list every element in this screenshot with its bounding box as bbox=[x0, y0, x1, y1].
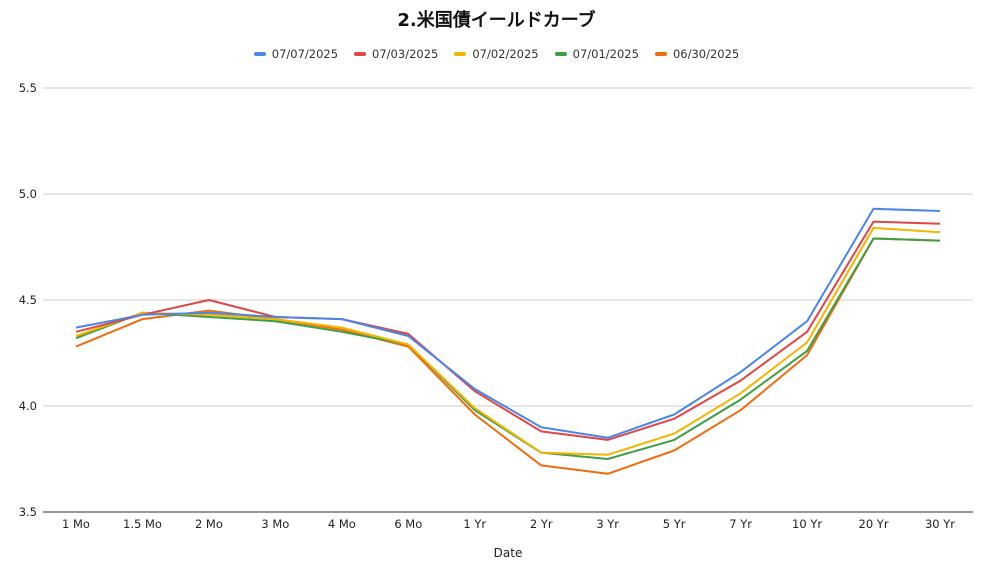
series-line-06-30-2025 bbox=[75, 237, 941, 475]
series-line-07-07-2025 bbox=[75, 207, 941, 439]
x-tick-label: 20 Yr bbox=[859, 517, 889, 531]
x-tick-label: 1 Mo bbox=[62, 517, 90, 531]
x-tick-label: 2 Yr bbox=[530, 517, 553, 531]
legend-label: 07/01/2025 bbox=[572, 47, 639, 61]
legend-item[interactable]: 07/03/2025 bbox=[354, 47, 438, 61]
x-tick-label: 7 Yr bbox=[729, 517, 752, 531]
x-tick-label: 4 Mo bbox=[328, 517, 356, 531]
x-tick-label: 3 Mo bbox=[261, 517, 289, 531]
x-tick-label: 5 Yr bbox=[663, 517, 686, 531]
y-tick-label: 4.0 bbox=[19, 399, 37, 413]
y-tick-label: 3.5 bbox=[19, 505, 37, 519]
x-tick-label: 2 Mo bbox=[195, 517, 223, 531]
legend-swatch bbox=[554, 52, 567, 56]
series-line-07-03-2025 bbox=[75, 220, 941, 441]
legend-label: 07/07/2025 bbox=[271, 47, 339, 61]
x-axis-title: Date bbox=[494, 546, 523, 560]
x-tick-label: 30 Yr bbox=[925, 517, 955, 531]
legend-swatch bbox=[253, 52, 266, 56]
y-axis-ticks: 3.5 4.0 4.5 5.0 5.5 bbox=[19, 81, 37, 519]
legend-swatch bbox=[354, 52, 367, 56]
x-tick-label: 3 Yr bbox=[596, 517, 619, 531]
x-tick-label: 10 Yr bbox=[792, 517, 822, 531]
legend: 07/07/2025 07/03/2025 07/02/2025 07/01/2025… bbox=[0, 47, 993, 61]
legend-label: 07/02/2025 bbox=[472, 47, 539, 61]
y-tick-label: 5.5 bbox=[19, 81, 37, 95]
legend-item[interactable]: 07/01/2025 bbox=[554, 47, 639, 61]
y-tick-label: 4.5 bbox=[19, 293, 37, 307]
legend-item[interactable]: 07/02/2025 bbox=[454, 47, 539, 61]
chart-title: 2.米国債イールドカーブ bbox=[397, 10, 596, 31]
legend-swatch bbox=[654, 52, 667, 56]
gridlines bbox=[43, 87, 973, 513]
legend-label: 07/03/2025 bbox=[372, 47, 439, 61]
x-tick-label: 1 Yr bbox=[463, 517, 486, 531]
x-axis-ticks: 1 Mo 1.5 Mo 2 Mo 3 Mo 4 Mo 6 Mo 1 Yr 2 Yr 3 Yr 5 … bbox=[62, 517, 955, 531]
legend-label: 06/30/2025 bbox=[672, 47, 740, 61]
y-tick-label: 5.0 bbox=[19, 187, 37, 201]
x-tick-label: 1.5 Mo bbox=[123, 517, 162, 531]
series-line-07-02-2025 bbox=[75, 226, 941, 456]
legend-item[interactable]: 07/07/2025 bbox=[253, 47, 339, 61]
legend-swatch bbox=[454, 52, 467, 56]
x-tick-label: 6 Mo bbox=[394, 517, 422, 531]
series-lines bbox=[75, 207, 941, 475]
legend-item[interactable]: 06/30/2025 bbox=[654, 47, 740, 61]
